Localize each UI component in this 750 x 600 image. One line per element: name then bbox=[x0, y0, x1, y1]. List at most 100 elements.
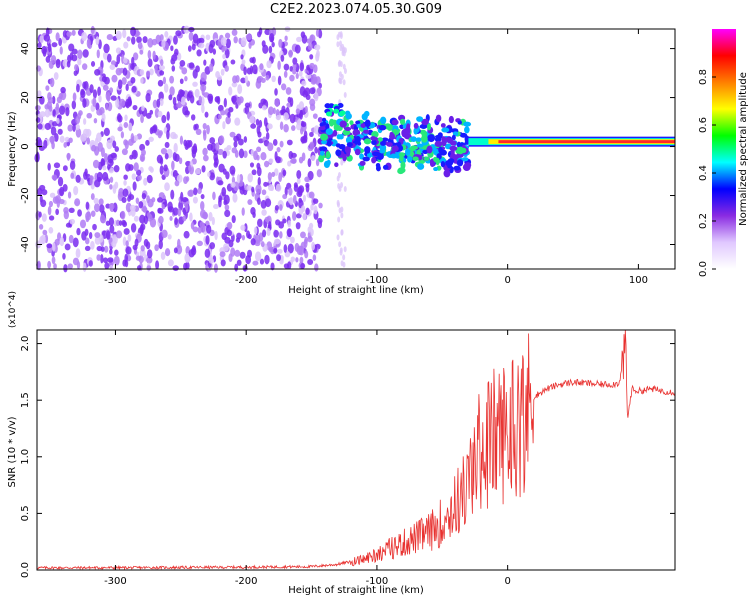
spectrogram-cell bbox=[131, 36, 136, 45]
spectrogram-cell bbox=[102, 84, 109, 91]
spectrogram-cell bbox=[268, 246, 273, 253]
spectrogram-cell bbox=[401, 128, 409, 137]
spectrogram-cell bbox=[405, 148, 411, 154]
spectrogram-cell bbox=[223, 97, 227, 108]
spectrogram-cell bbox=[58, 37, 63, 47]
spectrogram-cell bbox=[371, 156, 377, 164]
spectrogram-cell bbox=[379, 149, 386, 154]
spectrogram-cell bbox=[53, 162, 61, 169]
spectrogram-cell bbox=[313, 125, 320, 135]
spectrogram-cell bbox=[77, 49, 83, 60]
spectrogram-cell bbox=[174, 48, 179, 56]
spectrogram-cell bbox=[325, 128, 333, 136]
spectrogram-cell bbox=[301, 80, 307, 87]
spectrogram-cell bbox=[464, 135, 470, 143]
snr-line-group bbox=[36, 329, 676, 571]
spectrogram-cell bbox=[288, 49, 293, 58]
spectrogram-cell bbox=[82, 98, 87, 108]
spectrogram-cell bbox=[340, 73, 344, 80]
spectrogram-cell bbox=[207, 143, 213, 151]
spectrogram-cell bbox=[305, 73, 312, 79]
spectrogram-cell bbox=[176, 174, 183, 183]
spectrogram-cell bbox=[151, 125, 158, 134]
spectrogram-cell bbox=[74, 198, 81, 207]
spectrogram-cell bbox=[223, 199, 228, 206]
spectrogram-cell bbox=[157, 197, 163, 203]
spectrogram-cell bbox=[264, 160, 270, 168]
spectrogram-cell bbox=[304, 176, 310, 183]
spectrogram-cell bbox=[208, 258, 215, 264]
spectrogram-cell bbox=[151, 197, 156, 203]
spectrogram-cell bbox=[51, 121, 58, 127]
spectrogram-cell bbox=[92, 89, 98, 99]
spectrogram-cell bbox=[310, 228, 314, 237]
spectrogram-cell bbox=[287, 220, 292, 228]
spectrogram-cell bbox=[47, 162, 51, 171]
spectrogram-cell bbox=[265, 74, 270, 81]
spectrogram-cell bbox=[132, 104, 138, 111]
spectrogram-cell bbox=[371, 131, 379, 138]
spectrogram-cell bbox=[363, 138, 372, 145]
spectrogram-cell bbox=[96, 49, 100, 59]
spectrogram-cell bbox=[166, 111, 170, 121]
spectrogram-cell bbox=[92, 159, 100, 169]
spectrogram-cell bbox=[433, 166, 439, 172]
spectrogram-cell bbox=[41, 45, 48, 55]
spectrogram-cell bbox=[311, 155, 316, 161]
spectrogram-cell bbox=[241, 207, 245, 216]
spectrogram-cell bbox=[121, 77, 127, 85]
spectrogram-cell bbox=[58, 105, 66, 116]
spectrogram-cell bbox=[199, 221, 205, 229]
spectrogram-cell bbox=[172, 96, 177, 106]
spectrogram-cell bbox=[174, 180, 180, 187]
spectrogram-cell bbox=[310, 74, 315, 82]
spectrogram-cell bbox=[140, 245, 145, 252]
spectrogram-cell bbox=[231, 29, 238, 36]
spectrogram-cell bbox=[115, 230, 123, 239]
spectrogram-cell bbox=[143, 215, 148, 225]
spectrogram-cell bbox=[208, 63, 214, 72]
spectrogram-cell bbox=[445, 159, 453, 167]
colorbar-tick-label: 0.2 bbox=[698, 213, 709, 229]
spectrogram-cell bbox=[295, 108, 301, 115]
spectrogram-cell bbox=[218, 135, 225, 145]
spectrogram-cell bbox=[274, 98, 280, 108]
spectrogram-cell bbox=[148, 136, 154, 142]
spectrogram-cell bbox=[174, 217, 178, 226]
spectrogram-cell bbox=[70, 172, 75, 179]
spectrogram-cell bbox=[211, 216, 215, 226]
spectrogram-cell bbox=[161, 229, 168, 238]
spectrogram-cell bbox=[129, 154, 134, 160]
spectrogram-cell bbox=[434, 140, 443, 147]
spectrogram-cell bbox=[90, 240, 95, 250]
spectrogram-cell bbox=[67, 263, 73, 270]
spectrogram-cell bbox=[252, 260, 259, 266]
spectrogram-cell bbox=[117, 79, 123, 90]
spectrogram-cell bbox=[52, 95, 56, 105]
spectrogram-cell bbox=[171, 65, 176, 72]
spectrogram-cell bbox=[326, 140, 332, 147]
spectrogram-cell bbox=[172, 207, 179, 216]
spectrogram-cell bbox=[159, 59, 164, 66]
spectrogram-cell bbox=[440, 123, 446, 128]
spectrogram-cell bbox=[90, 210, 96, 218]
spectrogram-cell bbox=[99, 214, 106, 224]
spectrogram-cell bbox=[427, 123, 432, 131]
spectrogram-cell bbox=[245, 254, 252, 265]
spectrogram-cell bbox=[232, 193, 238, 203]
spectrogram-cell bbox=[338, 134, 344, 140]
colorbar-tick-label: 0.4 bbox=[698, 165, 709, 181]
spectrogram-cell bbox=[286, 139, 293, 146]
spectrogram-cell bbox=[115, 47, 122, 54]
spectrogram-cell bbox=[267, 142, 274, 152]
spectrogram-cell bbox=[80, 90, 86, 99]
spectrogram-cell bbox=[289, 74, 295, 82]
spectrogram-cell bbox=[217, 114, 222, 120]
spectrogram-cell bbox=[319, 146, 328, 152]
spectrogram-cell bbox=[166, 129, 170, 140]
spectrogram-cell bbox=[51, 42, 58, 48]
spectrogram-cell bbox=[261, 189, 267, 196]
spectrogram-cell bbox=[297, 119, 302, 126]
spectrogram-cell bbox=[160, 251, 166, 260]
